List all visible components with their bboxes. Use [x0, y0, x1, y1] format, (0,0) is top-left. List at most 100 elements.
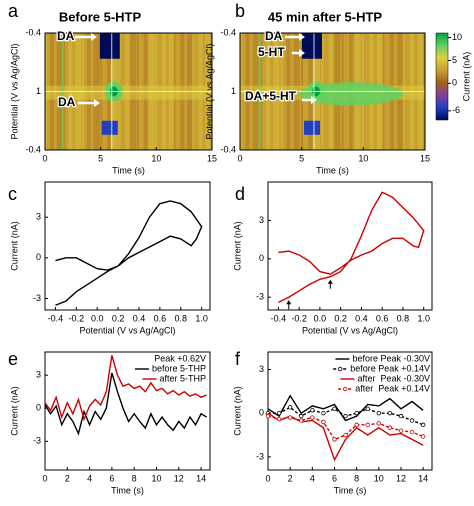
panel-letter: d: [235, 184, 245, 204]
y-tick-label: 3: [259, 364, 264, 374]
data-marker: [332, 406, 337, 412]
heatmap-blob: [99, 33, 120, 59]
x-tick-label: -0.2: [291, 313, 307, 323]
x-tick-label: 0.4: [355, 313, 368, 323]
colorbar-tick-label: 0: [452, 78, 457, 88]
colorbar-title: Current (nA): [461, 52, 471, 102]
data-marker: [376, 421, 382, 426]
x-tick-label: 0.0: [314, 313, 327, 323]
x-tick-label: 14: [196, 473, 206, 483]
x-tick-label: 0: [265, 473, 270, 483]
data-marker: [310, 408, 315, 413]
x-tick-label: 5: [98, 153, 103, 163]
x-tick-label: 0.2: [334, 313, 347, 323]
data-marker: [365, 406, 370, 412]
data-marker: [321, 410, 326, 416]
annotation: DA: [265, 29, 283, 43]
data-marker: [276, 410, 282, 416]
data-line: [44, 355, 207, 422]
legend-marker: [342, 386, 348, 392]
heatmap-blob: [302, 33, 322, 59]
y-tick-label: 0: [36, 252, 41, 262]
x-tick-label: -0.4: [48, 313, 64, 323]
data-line: [55, 200, 203, 306]
data-marker: [387, 410, 393, 416]
data-marker: [398, 428, 404, 433]
x-tick-label: 8: [354, 473, 359, 483]
panel-letter: b: [235, 1, 245, 21]
x-tick-label: 0.8: [397, 313, 410, 323]
x-axis-title: Time (s): [111, 485, 144, 495]
data-marker: [409, 418, 415, 423]
annotation-arrowhead: [299, 33, 305, 41]
colorbar-tick-label: -6: [452, 105, 460, 115]
x-tick-label: 0.6: [154, 313, 167, 323]
panel-letter: c: [8, 184, 17, 204]
plot-frame: [267, 181, 433, 311]
heatmap-texture: [45, 85, 212, 100]
panel-title: 45 min after 5-HTP: [268, 9, 382, 24]
y-tick-label: 0: [259, 253, 264, 263]
annotation-arrowhead: [311, 96, 317, 104]
x-tick-label: 2: [288, 473, 293, 483]
data-marker: [321, 419, 326, 425]
panel-title: Before 5-HTP: [59, 9, 142, 24]
y-tick-label: -3: [256, 292, 264, 302]
y-tick-label: -3: [256, 451, 264, 461]
legend-label: before Peak +0.14V: [350, 363, 430, 373]
data-marker: [398, 413, 404, 419]
legend-label: before Peak -0.30V: [352, 353, 430, 363]
y-tick-label: 3: [36, 370, 41, 380]
plot-frame: [44, 181, 211, 311]
y-tick-label: -3: [33, 436, 41, 446]
data-marker: [299, 418, 304, 423]
data-marker: [276, 416, 282, 422]
legend-title: Peak +0.62V: [154, 353, 206, 363]
data-marker: [420, 434, 426, 439]
annotation-arrowhead: [94, 99, 100, 107]
x-tick-label: 0.8: [175, 313, 188, 323]
data-marker: [343, 432, 348, 438]
data-marker: [376, 410, 382, 416]
x-tick-label: 15: [207, 153, 217, 163]
x-tick-label: 2: [65, 473, 70, 483]
y-tick-label: -0.4: [220, 27, 236, 37]
x-tick-label: 15: [420, 153, 430, 163]
panel-letter: a: [8, 1, 19, 21]
data-marker: [265, 413, 271, 419]
data-marker: [409, 429, 415, 435]
x-tick-label: 0: [42, 153, 47, 163]
annotation-arrowhead: [299, 49, 305, 57]
y-axis-title: Potential (V vs Ag/AgCl): [9, 43, 19, 139]
data-marker: [310, 415, 315, 420]
data-line: [267, 394, 424, 422]
data-marker: [343, 413, 348, 419]
x-tick-label: 12: [396, 473, 406, 483]
plot-frame: [44, 32, 213, 151]
y-tick-label: 3: [259, 215, 264, 225]
x-tick-label: 0.2: [112, 313, 125, 323]
x-tick-label: 10: [374, 473, 384, 483]
legend-label: after 5-THP: [159, 373, 206, 383]
x-axis-title: Time (s): [112, 165, 145, 175]
y-axis-title: Potential (V vs Ag/AgCl): [204, 43, 214, 139]
y-tick-label: -0.4: [220, 144, 236, 154]
colorbar-tick-label: 5: [452, 55, 457, 65]
x-tick-label: -0.2: [69, 313, 85, 323]
arrowhead: [327, 279, 333, 284]
x-tick-label: 4: [87, 473, 92, 483]
y-axis-title: Current (nA): [9, 386, 19, 436]
data-marker: [332, 437, 337, 442]
data-marker: [387, 425, 393, 430]
data-marker: [420, 422, 426, 428]
y-axis-title: Current (nA): [232, 386, 242, 436]
data-marker: [287, 405, 293, 410]
x-tick-label: 1.0: [417, 313, 430, 323]
annotation: DA: [57, 29, 75, 43]
x-tick-label: 10: [151, 473, 161, 483]
x-tick-label: 0: [237, 153, 242, 163]
data-marker: [354, 410, 359, 416]
data-marker: [365, 422, 370, 428]
annotation-arrowhead: [91, 33, 97, 41]
